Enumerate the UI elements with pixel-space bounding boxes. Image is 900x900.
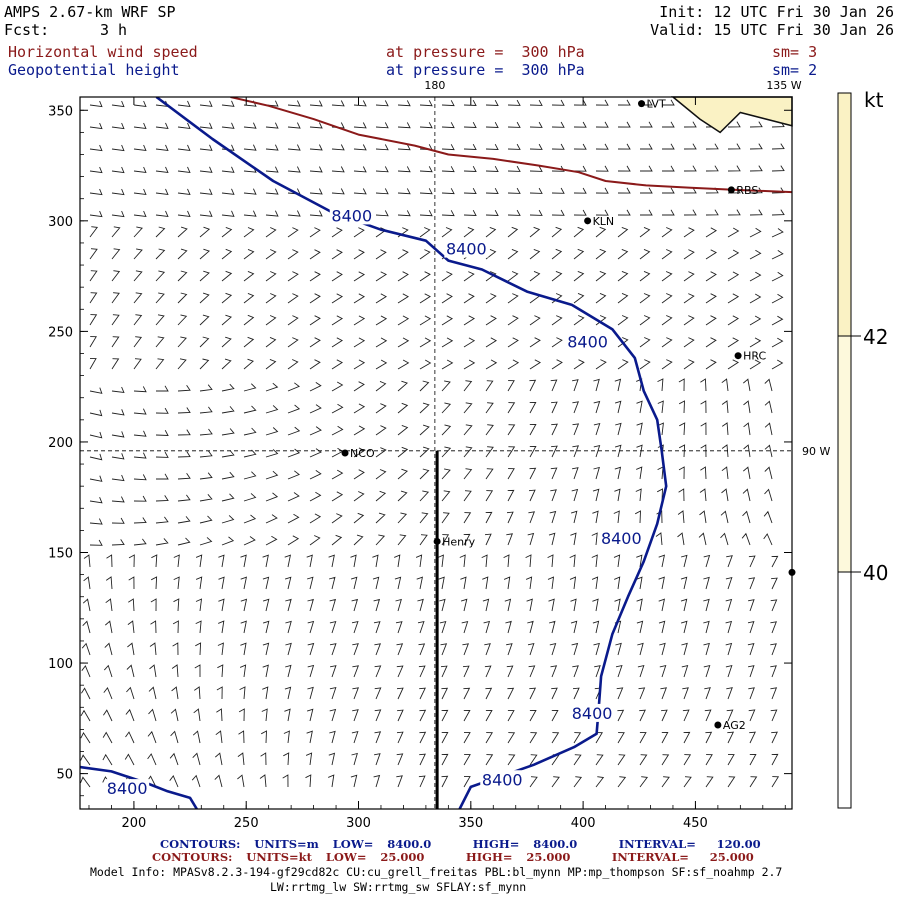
contour-label-bg xyxy=(444,239,489,258)
footer-line-wind: CONTOURS: UNITS=kt LOW= 25.000 HIGH= 25.… xyxy=(152,850,754,864)
colorbar-border xyxy=(837,92,852,809)
y-tick-label: 150 xyxy=(48,547,73,562)
x-tick-label: 400 xyxy=(571,816,596,831)
model-info: Model Info: MPASv8.2.3-194-gf29cd82c CU:… xyxy=(90,865,783,879)
contour-label: 8400 xyxy=(331,206,372,225)
colorbar-tick-label: 42 xyxy=(863,325,888,349)
station-label: Henry xyxy=(442,535,476,548)
field2-smoothing: sm= 2 xyxy=(772,61,818,79)
contour-label: 8400 xyxy=(567,332,608,351)
contour-label: 8400 xyxy=(446,240,487,259)
lon-label-135w: 135 W xyxy=(766,79,801,92)
field1-name: Horizontal wind speed xyxy=(8,43,198,61)
field2-name: Geopotential height xyxy=(8,61,180,79)
contour-label-bg xyxy=(480,770,525,789)
axis-ticks: 200 250 300 350 400 450 50 100 150 200 250 300 350 xyxy=(48,97,792,831)
colorbar-tick-label: 40 xyxy=(863,561,888,585)
field1-level: at pressure = 300 hPa xyxy=(386,43,585,61)
y-tick-label: 200 xyxy=(48,436,73,451)
wind-barbs xyxy=(80,99,785,788)
station-dot xyxy=(734,352,742,360)
geopotential-height-contours: 8400 8400 8400 8400 8400 8400 8400 xyxy=(80,97,668,809)
station-label: LVT xyxy=(647,98,666,111)
contour-label-bg xyxy=(599,529,644,548)
x-tick-label: 200 xyxy=(121,816,146,831)
station-label: HRC xyxy=(743,350,766,363)
forecast-label: Fcst: xyxy=(4,21,50,39)
contour-label-bg xyxy=(565,332,610,351)
station-label: RBS xyxy=(736,184,758,197)
colorbar-units: kt xyxy=(864,88,884,112)
y-tick-label: 50 xyxy=(56,768,73,783)
station-dot xyxy=(714,721,722,729)
y-tick-label: 350 xyxy=(48,104,73,119)
wind-contour-line xyxy=(230,97,792,194)
contour-label: 8400 xyxy=(601,529,642,548)
lat-lon-guides: 180 135 W 90 W xyxy=(80,79,830,809)
valid-time: Valid: 15 UTC Fri 30 Jan 26 xyxy=(650,21,894,39)
x-tick-label: 350 xyxy=(458,816,483,831)
x-tick-label: 300 xyxy=(346,816,371,831)
model-info-physics: LW:rrtmg_lw SW:rrtmg_sw SFLAY:sf_mynn xyxy=(270,880,527,894)
station-label: NCO xyxy=(350,447,375,460)
colorbar-band-high xyxy=(838,93,851,336)
height-contour-line xyxy=(155,97,668,809)
contour-label: 8400 xyxy=(107,779,148,798)
station-label: AG2 xyxy=(723,719,746,732)
x-tick-label: 450 xyxy=(683,816,708,831)
station-label: KLN xyxy=(593,215,615,228)
contour-label: 8400 xyxy=(572,704,613,723)
y-tick-label: 250 xyxy=(48,325,73,340)
contour-label-bg xyxy=(105,779,150,798)
wind-speed-contours xyxy=(230,97,792,194)
colorbar-band-mid xyxy=(838,336,851,572)
model-title: AMPS 2.67-km WRF SP xyxy=(4,3,176,21)
plot-frame xyxy=(79,96,793,810)
colorbar-band-low xyxy=(838,572,851,808)
init-time: Init: 12 UTC Fri 30 Jan 26 xyxy=(659,3,894,21)
height-contour-line xyxy=(80,765,198,809)
plot-border xyxy=(79,96,793,810)
y-tick-label: 100 xyxy=(48,657,73,672)
field2-level: at pressure = 300 hPa xyxy=(386,61,585,79)
station-markers: LVT RBS KLN HRC NCO Henry AG2 xyxy=(341,98,796,732)
x-tick-label: 250 xyxy=(234,816,259,831)
station-dot xyxy=(727,186,735,194)
station-dot xyxy=(341,449,349,457)
contour-label: 8400 xyxy=(482,770,523,789)
colorbar: 40 42 kt xyxy=(837,88,888,809)
footer-line-height: CONTOURS: UNITS=m LOW= 8400.0 HIGH= 8400… xyxy=(160,837,761,851)
contour-label-bg xyxy=(329,206,374,225)
station-dot xyxy=(433,537,441,545)
station-dot xyxy=(584,217,592,225)
lon-label-90w: 90 W xyxy=(802,445,830,458)
y-tick-label: 300 xyxy=(48,215,73,230)
field1-smoothing: sm= 3 xyxy=(772,43,818,61)
contour-label-bg xyxy=(570,703,615,722)
wind-barb-field xyxy=(80,99,785,788)
forecast-value: 3 h xyxy=(100,21,128,39)
lon-label-180: 180 xyxy=(424,79,445,92)
station-dot xyxy=(638,100,646,108)
